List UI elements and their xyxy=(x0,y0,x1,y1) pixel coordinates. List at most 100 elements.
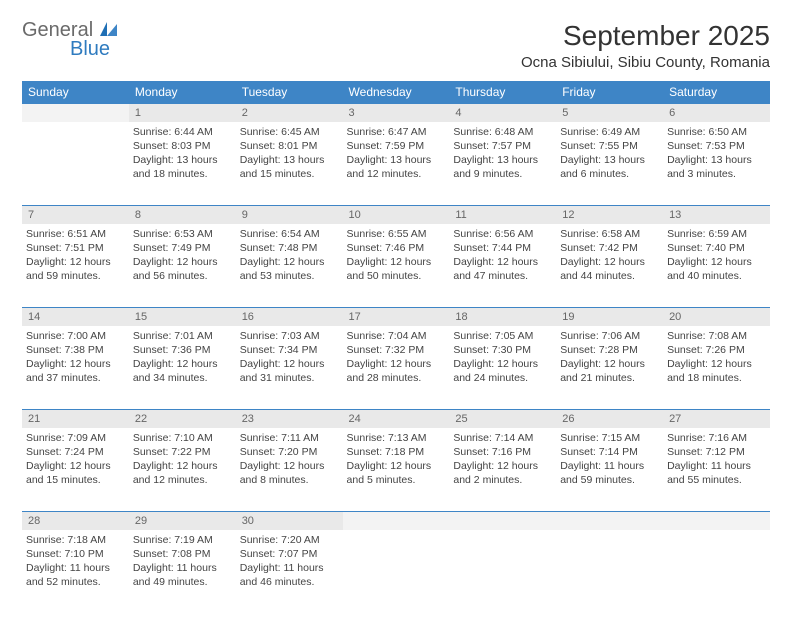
day-cell: Sunrise: 6:44 AMSunset: 8:03 PMDaylight:… xyxy=(129,122,236,206)
day-number: 6 xyxy=(663,104,770,122)
daylight-line: Daylight: 12 hours and 44 minutes. xyxy=(560,255,659,283)
sunset-line: Sunset: 7:26 PM xyxy=(667,343,766,357)
day-cell: Sunrise: 7:04 AMSunset: 7:32 PMDaylight:… xyxy=(343,326,450,410)
logo-text: General Blue xyxy=(22,20,118,59)
day-number: 3 xyxy=(343,104,450,122)
day-cell: Sunrise: 7:05 AMSunset: 7:30 PMDaylight:… xyxy=(449,326,556,410)
day-cell: Sunrise: 6:45 AMSunset: 8:01 PMDaylight:… xyxy=(236,122,343,206)
day-number: 22 xyxy=(129,410,236,428)
day-number: 27 xyxy=(663,410,770,428)
day-cell: Sunrise: 6:51 AMSunset: 7:51 PMDaylight:… xyxy=(22,224,129,308)
sunset-line: Sunset: 7:46 PM xyxy=(347,241,446,255)
day-cell: Sunrise: 7:11 AMSunset: 7:20 PMDaylight:… xyxy=(236,428,343,512)
sunrise-line: Sunrise: 6:53 AM xyxy=(133,227,232,241)
sunrise-line: Sunrise: 6:59 AM xyxy=(667,227,766,241)
day-cell xyxy=(663,530,770,614)
sunrise-line: Sunrise: 7:09 AM xyxy=(26,431,125,445)
day-number: 25 xyxy=(449,410,556,428)
sunset-line: Sunset: 7:40 PM xyxy=(667,241,766,255)
day-number: 18 xyxy=(449,308,556,326)
sunset-line: Sunset: 7:55 PM xyxy=(560,139,659,153)
day-number: 12 xyxy=(556,206,663,224)
day-cell xyxy=(22,122,129,206)
day-cell: Sunrise: 6:53 AMSunset: 7:49 PMDaylight:… xyxy=(129,224,236,308)
dow-saturday: Saturday xyxy=(663,81,770,104)
sunset-line: Sunset: 8:01 PM xyxy=(240,139,339,153)
day-number: 10 xyxy=(343,206,450,224)
sunset-line: Sunset: 7:12 PM xyxy=(667,445,766,459)
daylight-line: Daylight: 12 hours and 53 minutes. xyxy=(240,255,339,283)
day-number: 13 xyxy=(663,206,770,224)
day-cell: Sunrise: 6:54 AMSunset: 7:48 PMDaylight:… xyxy=(236,224,343,308)
sunrise-line: Sunrise: 7:08 AM xyxy=(667,329,766,343)
day-cell: Sunrise: 6:48 AMSunset: 7:57 PMDaylight:… xyxy=(449,122,556,206)
daylight-line: Daylight: 12 hours and 59 minutes. xyxy=(26,255,125,283)
sunrise-line: Sunrise: 7:19 AM xyxy=(133,533,232,547)
sunset-line: Sunset: 7:44 PM xyxy=(453,241,552,255)
daylight-line: Daylight: 11 hours and 49 minutes. xyxy=(133,561,232,589)
sunrise-line: Sunrise: 6:54 AM xyxy=(240,227,339,241)
day-number: 28 xyxy=(22,512,129,530)
week-row: Sunrise: 7:18 AMSunset: 7:10 PMDaylight:… xyxy=(22,530,770,614)
day-number: 16 xyxy=(236,308,343,326)
sunset-line: Sunset: 7:38 PM xyxy=(26,343,125,357)
day-number: 30 xyxy=(236,512,343,530)
week-row: Sunrise: 7:00 AMSunset: 7:38 PMDaylight:… xyxy=(22,326,770,410)
day-number: 24 xyxy=(343,410,450,428)
day-cell: Sunrise: 7:15 AMSunset: 7:14 PMDaylight:… xyxy=(556,428,663,512)
sunrise-line: Sunrise: 6:51 AM xyxy=(26,227,125,241)
calendar-page: General Blue September 2025 Ocna Sibiulu… xyxy=(0,0,792,634)
day-cell xyxy=(556,530,663,614)
daylight-line: Daylight: 11 hours and 52 minutes. xyxy=(26,561,125,589)
sunset-line: Sunset: 7:59 PM xyxy=(347,139,446,153)
day-cell: Sunrise: 7:09 AMSunset: 7:24 PMDaylight:… xyxy=(22,428,129,512)
sunset-line: Sunset: 7:28 PM xyxy=(560,343,659,357)
day-number: 20 xyxy=(663,308,770,326)
daylight-line: Daylight: 12 hours and 18 minutes. xyxy=(667,357,766,385)
sunset-line: Sunset: 8:03 PM xyxy=(133,139,232,153)
day-number: 19 xyxy=(556,308,663,326)
daylight-line: Daylight: 12 hours and 31 minutes. xyxy=(240,357,339,385)
daylight-line: Daylight: 13 hours and 3 minutes. xyxy=(667,153,766,181)
daylight-line: Daylight: 12 hours and 5 minutes. xyxy=(347,459,446,487)
daynum-row: 14151617181920 xyxy=(22,308,770,326)
daynum-row: 78910111213 xyxy=(22,206,770,224)
daylight-line: Daylight: 12 hours and 50 minutes. xyxy=(347,255,446,283)
sunrise-line: Sunrise: 7:16 AM xyxy=(667,431,766,445)
day-number: 15 xyxy=(129,308,236,326)
day-number: 9 xyxy=(236,206,343,224)
dow-thursday: Thursday xyxy=(449,81,556,104)
day-cell: Sunrise: 7:18 AMSunset: 7:10 PMDaylight:… xyxy=(22,530,129,614)
sunset-line: Sunset: 7:14 PM xyxy=(560,445,659,459)
sunrise-line: Sunrise: 7:13 AM xyxy=(347,431,446,445)
calendar-table: Sunday Monday Tuesday Wednesday Thursday… xyxy=(22,81,770,614)
daynum-row: 282930 xyxy=(22,512,770,530)
week-row: Sunrise: 6:44 AMSunset: 8:03 PM Daylight:… xyxy=(22,122,770,206)
sunrise-line: Sunrise: 6:44 AM xyxy=(133,125,232,139)
daylight-line: Daylight: 12 hours and 37 minutes. xyxy=(26,357,125,385)
sunrise-line: Sunrise: 7:15 AM xyxy=(560,431,659,445)
day-cell: Sunrise: 7:08 AMSunset: 7:26 PMDaylight:… xyxy=(663,326,770,410)
location: Ocna Sibiului, Sibiu County, Romania xyxy=(521,54,770,71)
daynum-row: 21222324252627 xyxy=(22,410,770,428)
sunset-line: Sunset: 7:30 PM xyxy=(453,343,552,357)
day-number: 14 xyxy=(22,308,129,326)
day-number: 5 xyxy=(556,104,663,122)
sunset-line: Sunset: 7:07 PM xyxy=(240,547,339,561)
sunset-line: Sunset: 7:22 PM xyxy=(133,445,232,459)
day-cell: Sunrise: 6:58 AMSunset: 7:42 PMDaylight:… xyxy=(556,224,663,308)
day-cell xyxy=(343,530,450,614)
logo-blue: Blue xyxy=(70,39,118,59)
day-number xyxy=(343,512,450,530)
day-number xyxy=(556,512,663,530)
sunset-line: Sunset: 7:32 PM xyxy=(347,343,446,357)
daylight-line: Daylight: 12 hours and 8 minutes. xyxy=(240,459,339,487)
day-cell: Sunrise: 6:55 AMSunset: 7:46 PMDaylight:… xyxy=(343,224,450,308)
sunset-line: Sunset: 7:10 PM xyxy=(26,547,125,561)
sunrise-line: Sunrise: 7:20 AM xyxy=(240,533,339,547)
sunset-line: Sunset: 7:49 PM xyxy=(133,241,232,255)
day-cell xyxy=(449,530,556,614)
daylight-line: Daylight: 11 hours and 55 minutes. xyxy=(667,459,766,487)
dow-tuesday: Tuesday xyxy=(236,81,343,104)
day-number: 29 xyxy=(129,512,236,530)
